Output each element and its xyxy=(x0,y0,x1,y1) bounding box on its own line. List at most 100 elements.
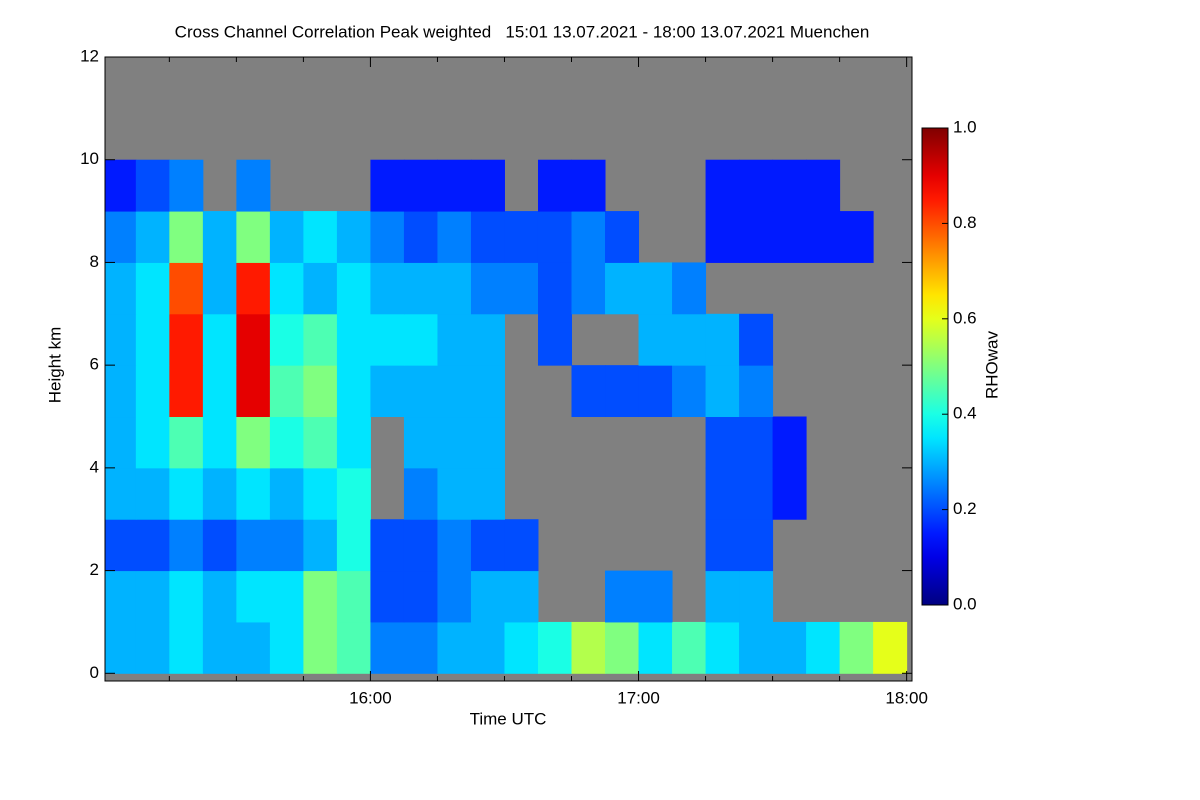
heatmap-cell xyxy=(504,519,539,572)
heatmap-cell xyxy=(470,365,505,418)
x-tick-label: 16:00 xyxy=(349,688,392,707)
heatmap-cell xyxy=(537,313,573,366)
heatmap-cell xyxy=(806,159,841,212)
heatmap-cell xyxy=(202,570,237,623)
heatmap-cell xyxy=(269,519,304,572)
heatmap-cell xyxy=(705,467,740,520)
heatmap-cell xyxy=(236,159,271,212)
heatmap-cell xyxy=(403,262,438,315)
heatmap-cell xyxy=(269,467,304,520)
heatmap-cell xyxy=(370,159,405,212)
heatmap-cell xyxy=(169,159,204,212)
heatmap-cell xyxy=(370,519,405,572)
y-tick-label: 10 xyxy=(80,149,99,168)
x-axis-label: Time UTC xyxy=(470,709,547,728)
heatmap-cell xyxy=(403,570,438,623)
heatmap-cell xyxy=(303,365,338,418)
colorbar-tick-label: 0.8 xyxy=(953,213,977,232)
heatmap-cell xyxy=(236,365,271,418)
heatmap-cell xyxy=(739,211,774,263)
heatmap-cell xyxy=(105,365,137,418)
heatmap-cell xyxy=(169,519,204,572)
colorbar xyxy=(921,127,949,606)
heatmap-cell xyxy=(169,570,204,623)
heatmap-cell xyxy=(705,159,740,212)
heatmap-cell xyxy=(605,365,640,418)
heatmap-cell xyxy=(537,211,573,263)
heatmap-cell xyxy=(269,211,304,263)
heatmap-cell xyxy=(403,621,438,674)
heatmap-cell xyxy=(236,211,271,263)
heatmap-cell xyxy=(303,519,338,572)
heatmap-cell xyxy=(236,570,271,623)
heatmap-cell xyxy=(672,621,707,674)
heatmap-cell xyxy=(370,262,405,315)
y-tick-label: 12 xyxy=(80,46,99,65)
heatmap-cell xyxy=(437,211,472,263)
heatmap-cell xyxy=(202,416,237,469)
heatmap-cell xyxy=(806,211,841,263)
heatmap-cell xyxy=(135,570,170,623)
heatmap-cell xyxy=(839,621,874,674)
heatmap-cell xyxy=(403,519,438,572)
heatmap-cell xyxy=(169,467,204,520)
heatmap-cell xyxy=(806,621,841,674)
heatmap-cell xyxy=(537,262,573,315)
heatmap-cell xyxy=(437,621,472,674)
heatmap-cell xyxy=(638,262,673,315)
heatmap-cell xyxy=(269,621,304,674)
heatmap-cell xyxy=(135,211,170,263)
heatmap-cell xyxy=(705,621,740,674)
heatmap-cell xyxy=(202,365,237,418)
heatmap-cell xyxy=(437,467,472,520)
heatmap-cell xyxy=(135,365,170,418)
plot-frame xyxy=(104,56,913,682)
heatmap-cell xyxy=(470,313,505,366)
heatmap-cell xyxy=(605,211,640,263)
heatmap-cell xyxy=(437,159,472,212)
y-tick-label: 0 xyxy=(90,663,99,682)
heatmap-cell xyxy=(504,211,539,263)
heatmap-cell xyxy=(403,211,438,263)
heatmap-cell xyxy=(303,570,338,623)
heatmap-cell xyxy=(370,313,405,366)
heatmap-cell xyxy=(269,313,304,366)
heatmap-cell xyxy=(772,467,807,520)
colorbar-tick-label: 0.6 xyxy=(953,308,977,327)
heatmap-cell xyxy=(705,416,740,469)
heatmap-cell xyxy=(705,365,740,418)
heatmap-cell xyxy=(403,159,438,212)
y-tick-label: 2 xyxy=(90,560,99,579)
heatmap-cell xyxy=(839,211,874,263)
heatmap-cell xyxy=(672,262,707,315)
heatmap-cell xyxy=(269,365,304,418)
heatmap-cell xyxy=(336,519,371,572)
heatmap-cell xyxy=(269,570,304,623)
heatmap-cell xyxy=(202,262,237,315)
heatmap-cell xyxy=(169,365,204,418)
heatmap xyxy=(105,159,908,674)
heatmap-cell xyxy=(236,519,271,572)
heatmap-cell xyxy=(370,211,405,263)
heatmap-cell xyxy=(739,519,774,572)
heatmap-cell xyxy=(105,467,137,520)
heatmap-cell xyxy=(403,365,438,418)
heatmap-cell xyxy=(135,519,170,572)
heatmap-cell xyxy=(370,365,405,418)
heatmap-cell xyxy=(236,467,271,520)
heatmap-cell xyxy=(336,313,371,366)
heatmap-cell xyxy=(336,467,371,520)
heatmap-cell xyxy=(605,262,640,315)
heatmap-cell xyxy=(470,519,505,572)
heatmap-cell xyxy=(705,313,740,366)
heatmap-cell xyxy=(370,621,405,674)
heatmap-cell xyxy=(470,262,505,315)
heatmap-cell xyxy=(470,467,505,520)
heatmap-cell xyxy=(303,211,338,263)
heatmap-cell xyxy=(638,621,673,674)
heatmap-cell xyxy=(504,570,539,623)
heatmap-cell xyxy=(269,416,304,469)
heatmap-cell xyxy=(537,621,573,674)
heatmap-cell xyxy=(739,570,774,623)
